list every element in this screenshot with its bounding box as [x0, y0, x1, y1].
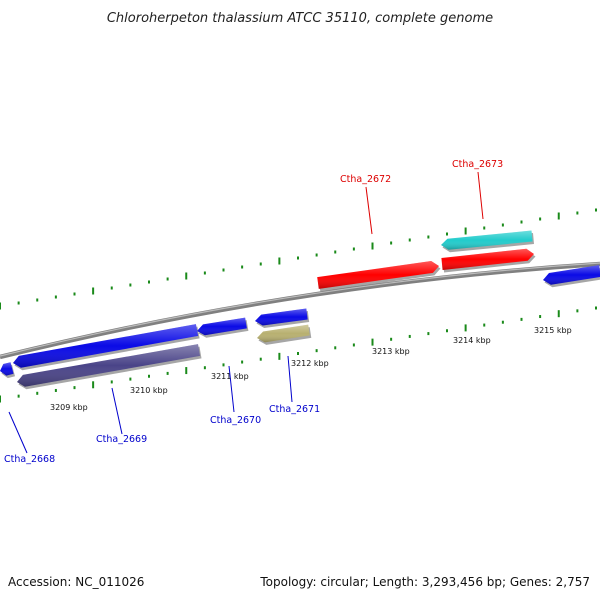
position-label: 3212 kbp: [291, 359, 329, 368]
position-label: 3211 kbp: [211, 372, 249, 381]
gene-ctha-2670[interactable]: [197, 317, 249, 338]
tick-marks: [0, 208, 597, 403]
leader-line: [111, 387, 123, 435]
gene-shading: [13, 324, 199, 368]
gene-shading: [543, 265, 600, 285]
gene-shading: [0, 362, 14, 376]
gene-blue-4[interactable]: [255, 308, 310, 329]
gene-shading: [255, 308, 308, 326]
accession-text: Accession: NC_011026: [8, 575, 144, 589]
genome-backbone: [0, 261, 600, 360]
position-labels: 3209 kbp 3210 kbp 3211 kbp 3212 kbp 3213 kbp…: [50, 326, 572, 412]
gene-label-ctha-2669[interactable]: Ctha_2669: [96, 434, 147, 445]
backbone-highlight: [0, 262, 600, 357]
gene-labels: Ctha_2668 Ctha_2669 Ctha_2670 Ctha_2671 Ctha…: [4, 159, 503, 465]
position-label: 3213 kbp: [372, 347, 410, 356]
gene-label-ctha-2672[interactable]: Ctha_2672: [340, 174, 391, 185]
gene-ctha-2672[interactable]: [317, 261, 441, 292]
leader-line: [287, 355, 293, 403]
gene-ctha-2668[interactable]: [0, 362, 15, 379]
leader-line: [477, 171, 484, 220]
gene-shading: [197, 317, 247, 336]
gene-shading: [441, 230, 533, 250]
genome-summary-text: Topology: circular; Length: 3,293,456 bp…: [259, 575, 590, 589]
leader-line: [8, 411, 28, 454]
gene-shading: [317, 261, 439, 289]
position-label: 3215 kbp: [534, 326, 572, 335]
gene-label-ctha-2670[interactable]: Ctha_2670: [210, 415, 261, 426]
label-leaders: [8, 171, 484, 454]
position-label: 3214 kbp: [453, 336, 491, 345]
position-label: 3209 kbp: [50, 403, 88, 412]
leader-line: [228, 365, 235, 413]
leader-line: [365, 186, 373, 235]
tick-row-outer: [0, 208, 597, 310]
gene-blue-edge[interactable]: [543, 265, 600, 288]
gene-shading: [257, 324, 310, 343]
position-label: 3210 kbp: [130, 386, 168, 395]
gene-ctha-2669[interactable]: [17, 344, 202, 390]
gene-shading: [441, 248, 534, 270]
gene-label-ctha-2673[interactable]: Ctha_2673: [452, 159, 503, 170]
gene-forward-red-2[interactable]: [441, 248, 536, 273]
tick-row-inner: [0, 306, 597, 403]
gene-blue-2[interactable]: [13, 324, 200, 371]
gene-label-ctha-2668[interactable]: Ctha_2668: [4, 454, 55, 465]
gene-shading: [17, 344, 200, 387]
gene-ctha-2671[interactable]: [257, 324, 312, 345]
gene-features: [0, 230, 600, 390]
gene-ctha-2673[interactable]: [441, 230, 534, 253]
gene-label-ctha-2671[interactable]: Ctha_2671: [269, 404, 320, 415]
map-title: Chloroherpeton thalassium ATCC 35110, co…: [107, 11, 493, 26]
